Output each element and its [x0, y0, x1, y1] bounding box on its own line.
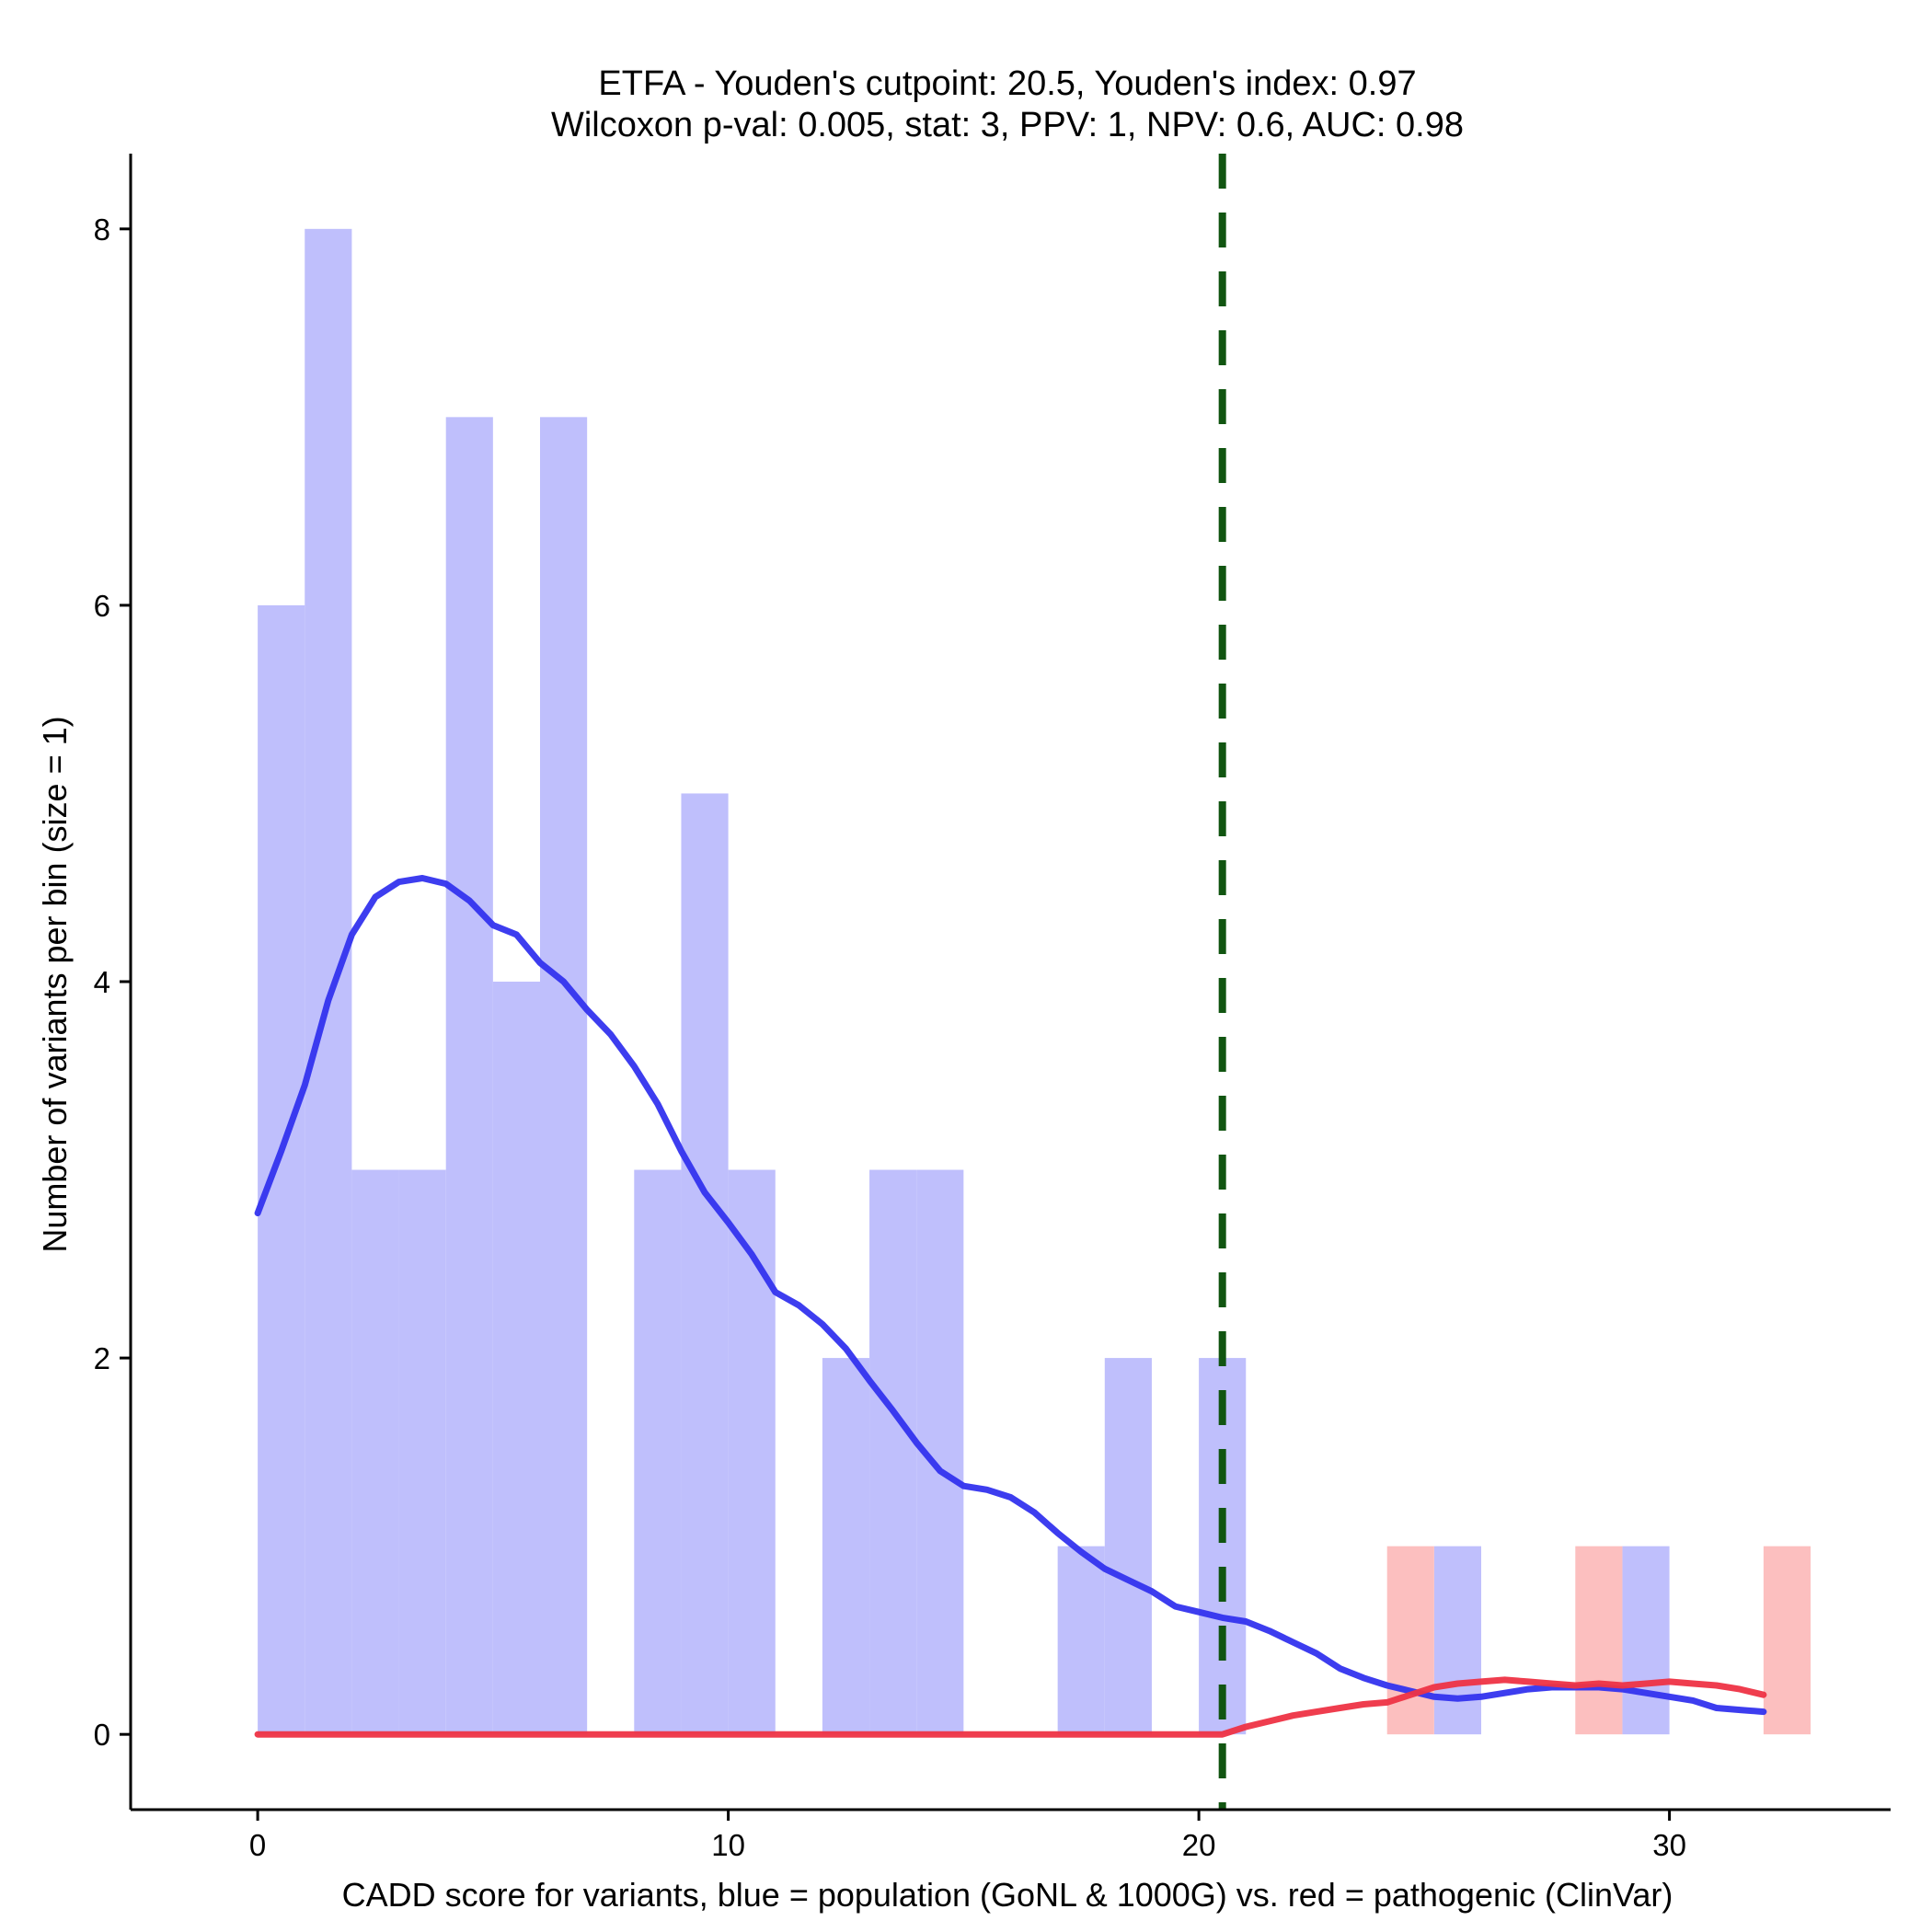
population-bar	[822, 1358, 870, 1735]
y-tick-label: 2	[94, 1341, 110, 1375]
x-tick-label: 0	[249, 1828, 266, 1862]
population-bar	[1104, 1358, 1152, 1735]
x-tick-label: 30	[1652, 1828, 1686, 1862]
bars-layer	[258, 228, 1811, 1735]
chart-title-line-1: ETFA - Youden's cutpoint: 20.5, Youden's…	[598, 64, 1416, 103]
population-bar	[492, 982, 541, 1735]
y-axis-title: Number of variants per bin (size = 1)	[36, 716, 74, 1252]
y-tick-label: 0	[94, 1718, 110, 1752]
population-bar	[351, 1169, 399, 1735]
pathogenic-bar	[1386, 1546, 1434, 1735]
population-bar	[305, 228, 352, 1735]
density-layer	[254, 875, 1767, 1738]
pathogenic-bar	[1763, 1546, 1811, 1735]
x-tick-label: 10	[711, 1828, 745, 1862]
population-bar	[728, 1169, 776, 1735]
y-tick-label: 8	[94, 213, 110, 247]
axes-layer: 0 10 20 30 0 2 4 6 8	[94, 154, 1891, 1862]
population-bar	[634, 1169, 682, 1735]
population-bar	[1433, 1546, 1481, 1735]
population-density-line	[254, 875, 1767, 1716]
population-bar	[1622, 1546, 1670, 1735]
chart-title-line-2: Wilcoxon p-val: 0.005, stat: 3, PPV: 1, …	[551, 106, 1464, 144]
y-tick-label: 6	[94, 589, 110, 623]
population-bar	[398, 1169, 446, 1735]
population-bar	[869, 1169, 917, 1735]
pathogenic-bar	[1575, 1546, 1623, 1735]
population-bar	[681, 793, 729, 1735]
y-tick-label: 4	[94, 965, 110, 999]
population-bar	[1057, 1546, 1105, 1735]
x-tick-label: 20	[1182, 1828, 1216, 1862]
x-axis-title: CADD score for variants, blue = populati…	[342, 1876, 1673, 1914]
population-bar	[445, 417, 493, 1735]
pathogenic-density-line	[254, 1676, 1767, 1738]
population-bar	[258, 604, 305, 1735]
population-bar	[540, 417, 588, 1735]
